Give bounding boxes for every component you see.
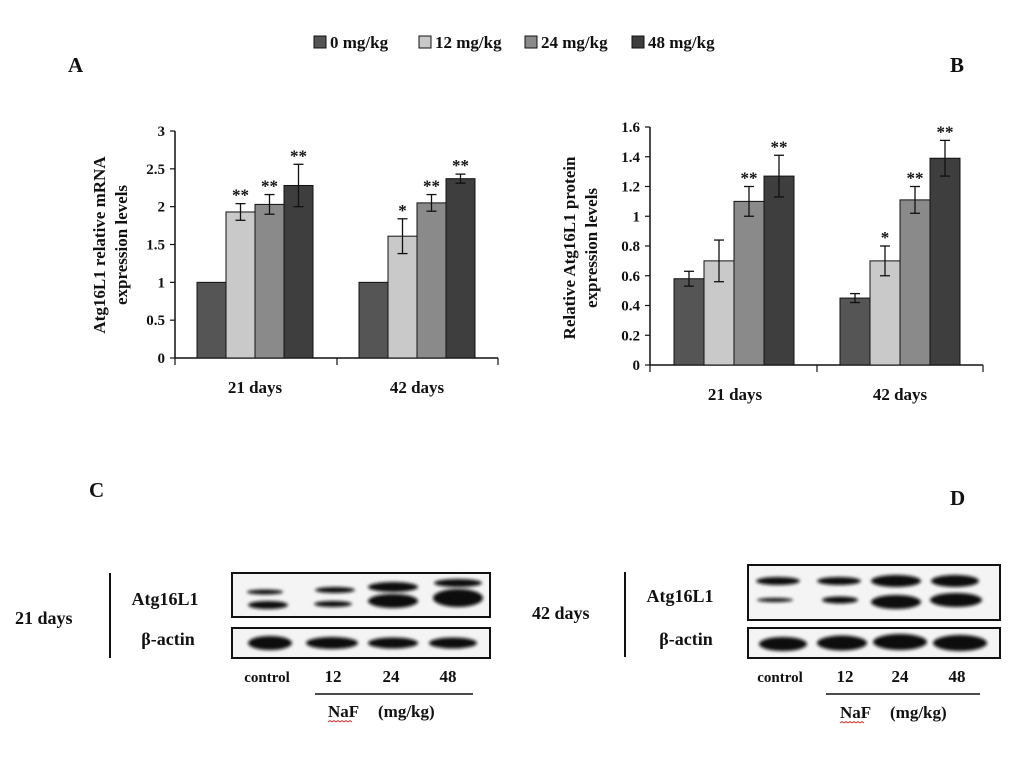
bar-12-mg-kg-42-days [387, 235, 418, 359]
y-tick-label: 1.4 [621, 150, 640, 166]
lane-label-48: 48 [949, 667, 966, 686]
bar-24-mg-kg-21-days [733, 200, 765, 366]
bar-0-mg-kg-21-days [673, 278, 705, 366]
significance-marker: ** [741, 169, 758, 188]
chart-a-xlabel-21: 21 days [228, 378, 283, 397]
bar-0-mg-kg-42-days [358, 281, 389, 359]
y-tick-label: 1 [158, 275, 166, 291]
blot-21-days: 21 days Atg16L1 β-actin control 12 24 48… [15, 572, 491, 723]
y-tick-label: 0.8 [621, 239, 640, 255]
bar-48-mg-kg-21-days [763, 175, 795, 366]
blot-loading-label: β-actin [141, 629, 194, 649]
blot-target-label: Atg16L1 [647, 586, 714, 606]
significance-marker: * [881, 228, 890, 247]
spellcheck-squiggle [327, 720, 353, 723]
significance-marker: ** [261, 177, 278, 196]
treatment-label: NaF [840, 703, 871, 722]
blot-loading-label: β-actin [659, 629, 712, 649]
actin-bands [759, 634, 987, 651]
significance-marker: ** [907, 169, 924, 188]
bar-24-mg-kg-42-days [416, 202, 447, 359]
panel-label-c: C [89, 478, 104, 502]
blot-target-label: Atg16L1 [132, 589, 199, 609]
bar-24-mg-kg-21-days [254, 203, 285, 359]
spellcheck-squiggle [839, 721, 865, 724]
lane-label-control: control [757, 670, 803, 686]
chart-b-ylabel-line2: expression levels [582, 188, 601, 308]
legend-label-24: 24 mg/kg [541, 33, 608, 52]
chart-a-xlabel-42: 42 days [390, 378, 445, 397]
blot-time-label: 42 days [532, 603, 590, 623]
blot-42-days: 42 days Atg16L1 β-actin control 12 24 48… [532, 564, 1001, 724]
panel-label-b: B [950, 53, 964, 77]
significance-marker: ** [232, 186, 249, 205]
bar-12-mg-kg-21-days [225, 211, 256, 359]
y-tick-label: 1 [633, 209, 641, 225]
panel-label-d: D [950, 486, 965, 510]
legend-swatch-0 [313, 35, 327, 49]
significance-marker: * [398, 201, 407, 220]
y-tick-label: 0.6 [621, 269, 640, 285]
legend-label-48: 48 mg/kg [648, 33, 715, 52]
chart-b: Relative Atg16L1 protein expression leve… [560, 120, 984, 404]
significance-marker: ** [937, 122, 954, 141]
y-tick-label: 0 [158, 351, 166, 367]
y-tick-label: 2 [158, 200, 166, 216]
bar-48-mg-kg-42-days [445, 178, 476, 359]
lane-label-12: 12 [837, 667, 854, 686]
significance-marker: ** [290, 146, 307, 165]
chart-b-ylabel-line1: Relative Atg16L1 protein [560, 156, 579, 339]
bar-0-mg-kg-21-days [196, 281, 227, 359]
bar-12-mg-kg-42-days [869, 260, 901, 366]
lane-label-24: 24 [383, 667, 401, 686]
significance-marker: ** [423, 177, 440, 196]
bar-24-mg-kg-42-days [899, 199, 931, 366]
y-tick-label: 2.5 [146, 162, 165, 178]
chart-a: Atg16L1 relative mRNA expression levels … [90, 124, 499, 397]
y-tick-label: 1.2 [621, 180, 640, 196]
bar-48-mg-kg-21-days [283, 184, 314, 359]
atg16l1-bands [247, 579, 483, 609]
panel-label-a: A [68, 53, 84, 77]
lane-label-12: 12 [325, 667, 342, 686]
legend-label-0: 0 mg/kg [330, 33, 389, 52]
y-tick-label: 0.4 [621, 299, 640, 315]
y-tick-label: 1.6 [621, 120, 640, 136]
y-tick-label: 0.2 [621, 328, 640, 344]
lane-label-24: 24 [892, 667, 910, 686]
treatment-unit: (mg/kg) [890, 703, 947, 722]
legend: 0 mg/kg 12 mg/kg 24 mg/kg 48 mg/kg [313, 33, 715, 52]
legend-swatch-12 [418, 35, 432, 49]
chart-a-ylabel-line2: expression levels [112, 185, 131, 305]
lane-label-48: 48 [440, 667, 457, 686]
actin-bands [248, 636, 477, 650]
significance-marker: ** [452, 156, 469, 175]
treatment-unit: (mg/kg) [378, 702, 435, 721]
legend-swatch-24 [524, 35, 538, 49]
legend-label-12: 12 mg/kg [435, 33, 502, 52]
bar-0-mg-kg-42-days [839, 297, 871, 366]
y-tick-label: 0 [633, 358, 641, 374]
significance-marker: ** [771, 137, 788, 156]
atg16l1-blot-box [747, 564, 1001, 621]
y-tick-label: 0.5 [146, 313, 165, 329]
chart-b-xlabel-21: 21 days [708, 385, 763, 404]
y-tick-label: 1.5 [146, 238, 165, 254]
lane-label-control: control [244, 670, 290, 686]
bar-48-mg-kg-42-days [929, 157, 961, 366]
y-tick-label: 3 [158, 124, 166, 140]
legend-swatch-48 [631, 35, 645, 49]
chart-a-ylabel-line1: Atg16L1 relative mRNA [90, 156, 109, 334]
treatment-label: NaF [328, 702, 359, 721]
atg16l1-bands [756, 575, 982, 609]
blot-time-label: 21 days [15, 608, 73, 628]
chart-b-xlabel-42: 42 days [873, 385, 928, 404]
